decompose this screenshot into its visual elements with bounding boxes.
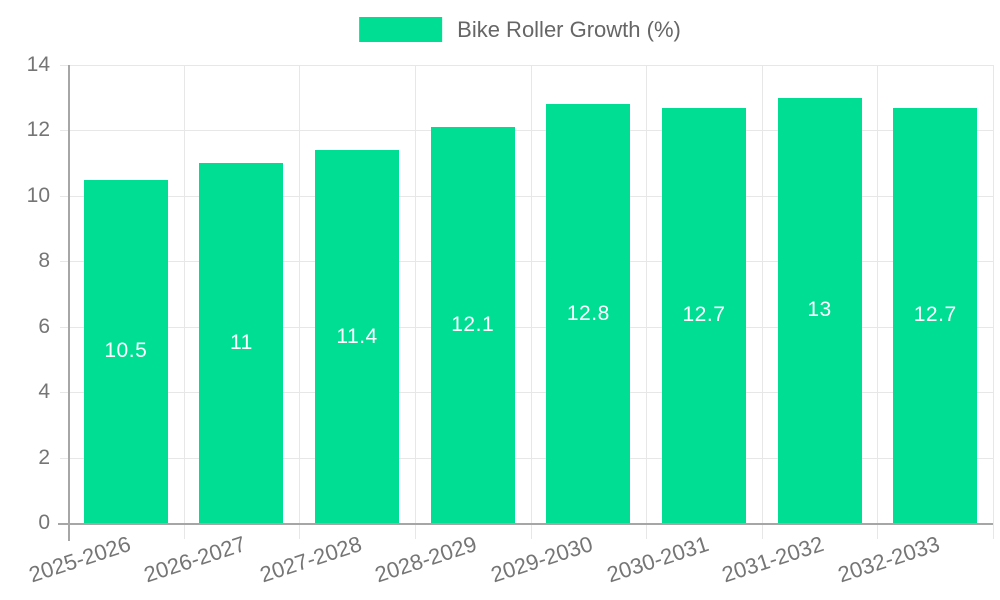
bar-value-label: 12.1: [451, 313, 495, 337]
bar-value-label: 13: [807, 298, 832, 322]
x-axis-category-label: 2026-2027: [141, 531, 249, 588]
bar-2029-2030[interactable]: 12.8: [546, 104, 631, 523]
x-axis-category-label: 2030-2031: [603, 531, 712, 588]
x-axis-category-label: 2027-2028: [256, 531, 365, 588]
x-axis-category-label: 2032-2033: [834, 531, 943, 588]
bar-value-label: 11: [230, 331, 253, 355]
bar-2026-2027[interactable]: 11: [199, 163, 284, 523]
gridline-horizontal: [60, 261, 993, 263]
gridline-horizontal: [60, 65, 993, 66]
legend-label: Bike Roller Growth (%): [457, 17, 681, 42]
gridline-horizontal: [60, 326, 993, 328]
gridline-vertical: [530, 65, 532, 539]
legend-swatch: [359, 17, 443, 42]
gridline-vertical: [761, 65, 763, 539]
gridline-horizontal: [60, 457, 993, 459]
gridline-vertical: [414, 65, 416, 539]
bar-2028-2029[interactable]: 12.1: [430, 127, 515, 523]
y-axis-tick-label: 6: [38, 314, 50, 338]
y-axis-tick-label: 10: [26, 183, 50, 207]
x-axis-category-label: 2025-2026: [25, 531, 134, 588]
gridline-horizontal: [60, 195, 993, 197]
bar-2025-2026[interactable]: 10.5: [83, 179, 168, 523]
bar-value-label: 10.5: [104, 339, 148, 363]
legend-item[interactable]: Bike Roller Growth (%): [359, 17, 681, 42]
y-axis-tick-label: 4: [38, 380, 50, 404]
x-axis-line: [58, 523, 993, 525]
bar-value-label: 12.7: [682, 303, 726, 327]
y-axis-tick-label: 2: [38, 445, 50, 469]
bar-value-label: 12.7: [913, 303, 957, 327]
gridline-horizontal: [60, 130, 993, 132]
bar-2030-2031[interactable]: 12.7: [661, 107, 746, 523]
bar-2031-2032[interactable]: 13: [777, 97, 862, 523]
gridline-vertical: [877, 65, 879, 539]
y-axis-tick-label: 12: [26, 118, 50, 142]
gridline-vertical: [183, 65, 185, 539]
y-axis-tick-label: 14: [26, 53, 50, 76]
gridline-vertical: [993, 65, 994, 539]
bar-2027-2028[interactable]: 11.4: [315, 150, 400, 523]
y-axis-tick-label: 0: [38, 511, 50, 534]
gridline-horizontal: [60, 392, 993, 394]
y-axis-line: [68, 65, 70, 541]
gridline-vertical: [299, 65, 301, 539]
y-axis-tick-label: 8: [38, 249, 50, 273]
x-axis-category-label: 2029-2030: [487, 531, 596, 588]
bar-value-label: 12.8: [566, 301, 610, 325]
bar-value-label: 11.4: [336, 324, 378, 348]
gridline-vertical: [646, 65, 648, 539]
x-axis-category-label: 2028-2029: [372, 531, 481, 588]
bar-2032-2033[interactable]: 12.7: [893, 107, 978, 523]
x-axis-category-label: 2031-2032: [719, 531, 827, 588]
